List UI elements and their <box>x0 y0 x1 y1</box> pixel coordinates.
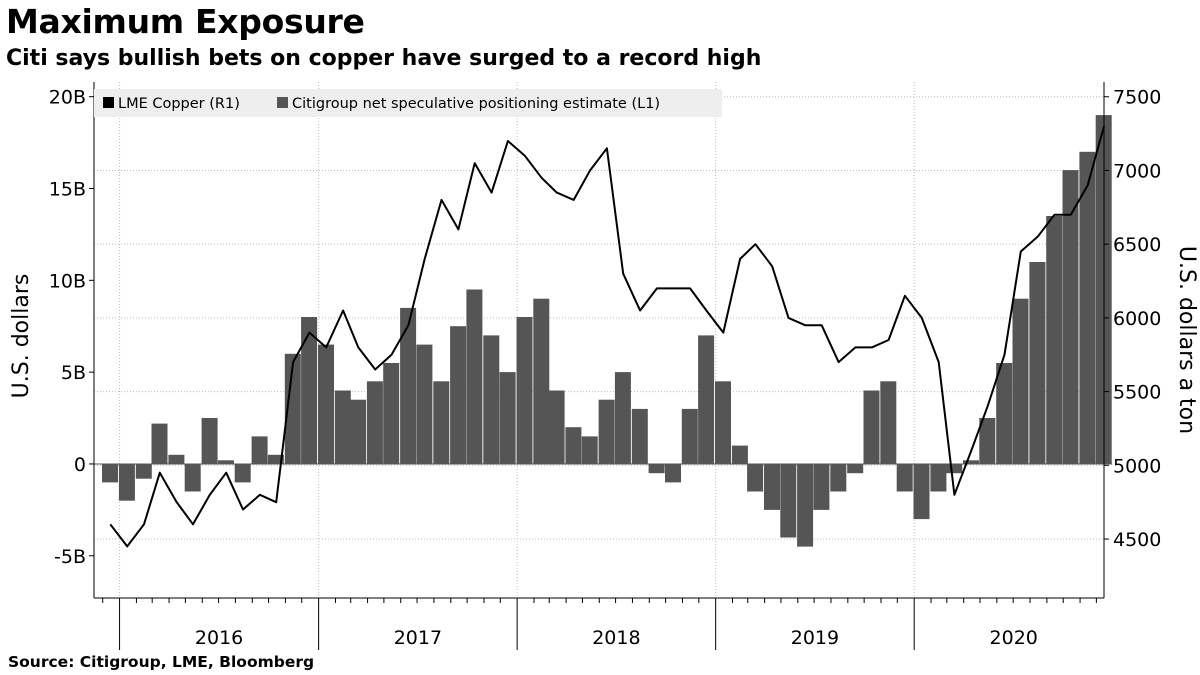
left-tick-label: 10B <box>49 270 86 292</box>
copper-line-group <box>109 125 1105 548</box>
positioning-bar <box>548 390 565 464</box>
positioning-bar <box>963 460 979 464</box>
positioning-bar <box>797 464 814 547</box>
positioning-bar <box>813 464 830 510</box>
positioning-bar <box>267 454 284 464</box>
positioning-bar <box>764 464 780 510</box>
positioning-bar <box>151 423 168 464</box>
left-tick-label: 0 <box>74 454 86 476</box>
positioning-bar <box>318 344 334 464</box>
positioning-bar <box>565 427 582 464</box>
positioning-bar <box>847 464 864 474</box>
right-tick-label: 6000 <box>1113 308 1161 330</box>
positioning-bar <box>102 464 118 483</box>
positioning-bar <box>168 454 185 464</box>
left-tick-label: 15B <box>49 179 86 201</box>
left-tick-label: -5B <box>54 546 86 568</box>
positioning-bar <box>516 317 533 464</box>
left-tick-label: 20B <box>49 87 86 109</box>
positioning-bar <box>665 464 681 483</box>
positioning-bar <box>1079 151 1096 465</box>
positioning-bar <box>946 464 963 474</box>
positioning-bar <box>433 381 450 464</box>
legend-label-positioning: Citigroup net speculative positioning es… <box>292 96 660 112</box>
positioning-bar <box>747 464 764 492</box>
right-tick-label: 7500 <box>1113 87 1161 109</box>
positioning-bar <box>581 436 598 464</box>
positioning-bar <box>251 436 268 464</box>
positioning-bar <box>118 464 135 501</box>
right-tick-label: 7000 <box>1113 160 1161 182</box>
positioning-bar <box>1012 298 1029 464</box>
positioning-bar <box>715 381 731 464</box>
positioning-bar <box>201 418 218 464</box>
legend-swatch-copper <box>103 97 114 108</box>
positioning-bar <box>416 344 433 464</box>
positioning-bar <box>1046 216 1063 464</box>
positioning-bar <box>1062 170 1079 464</box>
positioning-bar <box>284 353 301 464</box>
positioning-bar <box>731 445 748 464</box>
right-axis-title: U.S. dollars a ton <box>1174 246 1199 434</box>
positioning-bar <box>483 335 500 464</box>
positioning-bar <box>450 326 467 464</box>
right-tick-label: 5000 <box>1113 455 1161 477</box>
positioning-bar <box>648 464 665 474</box>
positioning-bar <box>996 363 1013 464</box>
positioning-bar <box>234 464 251 483</box>
positioning-bar <box>499 372 516 464</box>
positioning-bar <box>301 317 318 464</box>
right-tick-label: 5500 <box>1113 382 1161 404</box>
left-axis-title: U.S. dollars <box>9 274 34 399</box>
legend: LME Copper (R1) Citigroup net speculativ… <box>94 89 722 117</box>
chart-title: Maximum Exposure <box>6 2 365 41</box>
positioning-bar <box>830 464 847 492</box>
positioning-bar <box>334 390 351 464</box>
positioning-bar <box>217 460 234 464</box>
positioning-bar <box>913 464 930 520</box>
positioning-bars <box>102 115 1112 547</box>
positioning-bar <box>598 399 615 464</box>
positioning-bar <box>780 464 797 538</box>
year-tick-label: 2017 <box>394 627 442 649</box>
year-tick-label: 2016 <box>195 627 243 649</box>
positioning-bar <box>681 408 698 464</box>
positioning-bar <box>863 390 880 464</box>
positioning-bar <box>350 399 367 464</box>
positioning-bar <box>1029 262 1046 464</box>
positioning-bar <box>880 381 897 464</box>
year-tick-label: 2018 <box>592 627 640 649</box>
positioning-bar <box>930 464 947 492</box>
left-tick-label: 5B <box>61 362 86 384</box>
right-tick-label: 4500 <box>1113 529 1161 551</box>
positioning-bar <box>896 464 913 492</box>
positioning-bar <box>631 408 648 464</box>
positioning-bar <box>366 381 383 464</box>
positioning-bar <box>533 298 550 464</box>
year-tick-label: 2019 <box>791 627 839 649</box>
positioning-bar <box>400 307 417 464</box>
chart-subtitle: Citi says bullish bets on copper have su… <box>6 46 762 71</box>
positioning-bar <box>614 372 631 464</box>
right-tick-label: 6500 <box>1113 234 1161 256</box>
source-note: Source: Citigroup, LME, Bloomberg <box>8 653 315 671</box>
positioning-bar <box>698 335 715 464</box>
axes: -5B 0 5B 10B 15B 20B 4500 5000 5500 6000 6500 7000 7… <box>49 82 1161 650</box>
positioning-bar <box>383 363 400 464</box>
legend-background <box>94 89 722 117</box>
year-tick-label: 2020 <box>990 627 1038 649</box>
positioning-bar <box>979 418 996 464</box>
positioning-bar <box>184 464 201 492</box>
positioning-bar <box>135 464 152 479</box>
legend-label-copper: LME Copper (R1) <box>118 96 240 112</box>
copper-price-line <box>109 125 1105 548</box>
legend-swatch-positioning <box>277 97 288 108</box>
positioning-bar <box>466 289 483 464</box>
